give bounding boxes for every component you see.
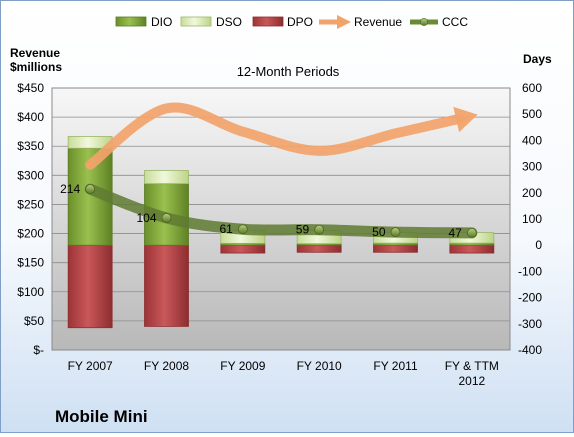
left-tick-label: $200 <box>17 227 44 241</box>
right-tick-label: 0 <box>535 238 542 252</box>
revenue-arrowhead <box>453 106 478 133</box>
bar-dpo <box>449 244 495 254</box>
right-tick-label: -200 <box>518 291 542 305</box>
left-tick-label: $50 <box>24 314 44 328</box>
x-tick-label: FY 2007 <box>68 359 113 373</box>
right-tick-label: 400 <box>522 133 542 147</box>
legend-item-dio: DIO <box>115 15 172 29</box>
right-tick-label: 500 <box>522 107 542 121</box>
right-tick-label: 200 <box>522 186 542 200</box>
ccc-data-label: 59 <box>296 223 310 237</box>
svg-text:DSO: DSO <box>216 15 242 29</box>
bar-dpo <box>373 244 418 253</box>
left-tick-label: $150 <box>17 256 44 270</box>
right-axis-label: Days <box>523 52 552 66</box>
revenue-line <box>85 102 466 170</box>
svg-text:Revenue: Revenue <box>354 15 402 29</box>
left-tick-label: $300 <box>17 168 44 182</box>
ccc-series <box>84 183 478 239</box>
ccc-point <box>390 227 401 238</box>
ccc-point <box>85 184 96 195</box>
x-axis-ticks: FY 2007 FY 2008 FY 2009 FY 2010 FY 2011 FY & … <box>68 359 499 388</box>
legend-item-revenue: Revenue <box>319 15 402 29</box>
ccc-data-label: 104 <box>136 211 156 225</box>
right-tick-label: 600 <box>522 81 542 95</box>
ccc-point <box>466 227 477 238</box>
left-axis-label-line1: Revenue <box>10 46 60 60</box>
x-tick-label: FY 2009 <box>220 359 265 373</box>
left-tick-label: $- <box>33 343 44 357</box>
right-tick-label: -300 <box>518 317 542 331</box>
left-axis-ticks: $- $50 $100 $150 $200 $250 $300 $350 $400 $450 <box>17 81 44 357</box>
company-name: Mobile Mini <box>55 407 148 426</box>
right-tick-label: -100 <box>518 264 542 278</box>
legend-item-ccc: CCC <box>410 15 468 29</box>
bar-dpo <box>144 244 189 327</box>
legend-item-dso: DSO <box>180 15 242 29</box>
ccc-data-label: 47 <box>448 226 462 240</box>
left-tick-label: $250 <box>17 197 44 211</box>
legend-item-dpo: DPO <box>252 15 313 29</box>
left-axis-label-line2: $millions <box>10 60 62 74</box>
bar-dso <box>144 170 189 185</box>
svg-text:DPO: DPO <box>287 15 313 29</box>
legend: DIO DSO DPO Revenue CCC <box>115 15 468 29</box>
ccc-data-label: 50 <box>372 225 386 239</box>
left-tick-label: $400 <box>17 110 44 124</box>
right-tick-label: -400 <box>518 343 542 357</box>
revenue-series <box>85 102 478 170</box>
svg-text:DIO: DIO <box>151 15 172 29</box>
chart-title: 12-Month Periods <box>237 64 340 79</box>
svg-text:CCC: CCC <box>442 15 468 29</box>
x-tick-label: FY 2008 <box>144 359 189 373</box>
left-tick-label: $350 <box>17 139 44 153</box>
x-tick-label: FY 2011 <box>373 359 418 373</box>
bar-dpo <box>67 244 113 329</box>
ccc-line <box>84 183 478 239</box>
bar-dpo <box>296 244 342 253</box>
bar-series <box>67 136 495 329</box>
x-tick-label: FY 2010 <box>297 359 342 373</box>
ccc-data-label: 61 <box>219 222 233 236</box>
x-tick-label: FY & TTM <box>445 359 499 373</box>
left-tick-label: $450 <box>17 81 44 95</box>
ccc-point <box>161 213 172 223</box>
ccc-point <box>237 224 248 235</box>
bar-dpo <box>220 244 266 254</box>
left-tick-label: $100 <box>17 285 44 299</box>
right-axis-ticks: -400 -300 -200 -100 0 100 200 300 400 500 600 <box>518 81 542 357</box>
ccc-data-labels: 214 104 61 59 50 47 <box>60 182 462 240</box>
x-tick-label: 2012 <box>458 374 485 388</box>
ccc-data-label: 214 <box>60 182 80 196</box>
ccc-point <box>314 224 325 235</box>
right-tick-label: 100 <box>522 212 542 226</box>
right-tick-label: 300 <box>522 160 542 174</box>
